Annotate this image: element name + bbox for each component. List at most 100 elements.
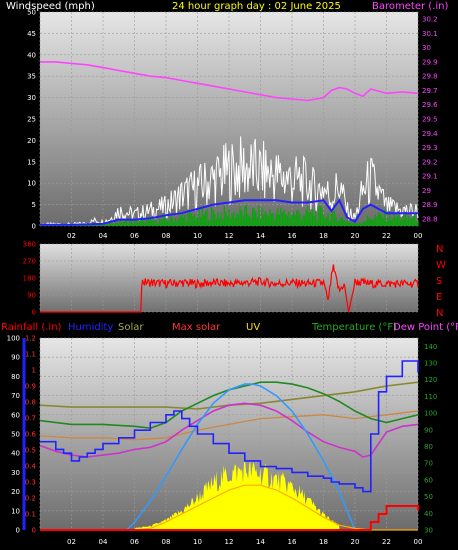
wind-direction-line bbox=[40, 264, 419, 313]
rain-y-tick: 0.9 bbox=[25, 383, 36, 391]
rain-y-tick: 0.5 bbox=[25, 447, 36, 455]
barometer-y-tick: 29.3 bbox=[422, 144, 438, 152]
max-solar-line bbox=[126, 383, 356, 531]
barometer-y-tick: 28.9 bbox=[422, 201, 438, 209]
wind-y-tick: 35 bbox=[27, 73, 36, 81]
barometer-y-tick: 29.2 bbox=[422, 158, 438, 166]
wind-x-tick: 12 bbox=[225, 232, 234, 240]
barometer-y-tick: 29.6 bbox=[422, 101, 438, 109]
wind-y-tick: 15 bbox=[27, 158, 36, 166]
wind-x-tick: 00 bbox=[414, 232, 423, 240]
rainfall-line bbox=[40, 505, 419, 531]
wind-x-tick: 16 bbox=[288, 232, 297, 240]
direction-label-n-top: N bbox=[436, 244, 443, 255]
legend-rainfall: Rainfall (.in) bbox=[1, 322, 62, 333]
climate-x-tick: 22 bbox=[382, 538, 391, 546]
temperature-y-tick: 130 bbox=[424, 360, 437, 368]
legend-max-solar: Max solar bbox=[172, 322, 221, 333]
barometer-y-tick: 29.7 bbox=[422, 87, 438, 95]
direction-y-tick: 90 bbox=[27, 292, 36, 300]
humidity-line bbox=[40, 360, 419, 493]
humidity-y-tick: 0 bbox=[16, 527, 20, 535]
rain-y-tick: 1 bbox=[32, 367, 36, 375]
climate-x-tick: 04 bbox=[99, 538, 108, 546]
barometer-y-tick: 29.8 bbox=[422, 73, 438, 81]
barometer-y-tick: 30.1 bbox=[422, 30, 438, 38]
direction-y-tick: 180 bbox=[23, 275, 36, 283]
direction-y-tick: 360 bbox=[23, 241, 36, 249]
legend-uv: UV bbox=[246, 322, 260, 333]
uv-line bbox=[40, 484, 418, 531]
legend-humidity: Humidity bbox=[68, 322, 113, 333]
rain-y-tick: 1.2 bbox=[25, 335, 36, 343]
humidity-y-tick: 80 bbox=[11, 373, 20, 381]
wind-y-tick: 5 bbox=[32, 201, 36, 209]
rain-y-tick: 1.1 bbox=[25, 351, 36, 359]
climate-x-tick: 16 bbox=[288, 538, 297, 546]
humidity-y-tick: 50 bbox=[11, 431, 20, 439]
rain-y-tick: 0.7 bbox=[25, 415, 36, 423]
humidity-y-tick: 100 bbox=[7, 335, 20, 343]
climate-x-tick: 08 bbox=[162, 538, 171, 546]
wind-x-tick: 08 bbox=[162, 232, 171, 240]
climate-x-tick: 06 bbox=[130, 538, 139, 546]
temperature-y-tick: 70 bbox=[424, 460, 433, 468]
rain-y-tick: 0 bbox=[32, 527, 36, 535]
temperature-y-tick: 80 bbox=[424, 443, 433, 451]
barometer-y-tick: 29.9 bbox=[422, 58, 438, 66]
barometer-y-tick: 29.5 bbox=[422, 116, 438, 124]
barometer-y-tick: 28.8 bbox=[422, 215, 438, 223]
temperature-y-tick: 40 bbox=[424, 510, 433, 518]
temperature-y-tick: 50 bbox=[424, 493, 433, 501]
wind-x-tick: 18 bbox=[319, 232, 328, 240]
legend-dewpoint: Dew Point (°F bbox=[393, 322, 458, 333]
temperature-y-tick: 140 bbox=[424, 343, 437, 351]
wind-y-tick: 10 bbox=[27, 180, 36, 188]
wind-y-tick: 0 bbox=[32, 223, 36, 231]
wind-x-tick: 06 bbox=[130, 232, 139, 240]
direction-label-n-bottom: N bbox=[436, 308, 443, 319]
rain-y-tick: 0.6 bbox=[25, 431, 37, 439]
humidity-y-tick: 40 bbox=[11, 450, 20, 458]
wind-x-tick: 22 bbox=[382, 232, 391, 240]
legend-temperature: Temperature (°F) bbox=[311, 322, 397, 333]
climate-x-tick: 14 bbox=[256, 538, 265, 546]
graph-title: 24 hour graph day : 02 June 2025 bbox=[172, 1, 341, 12]
legend-solar: Solar bbox=[118, 322, 144, 333]
humidity-y-tick: 10 bbox=[11, 507, 20, 515]
wind-x-tick: 10 bbox=[193, 232, 202, 240]
temperature-y-tick: 90 bbox=[424, 426, 433, 434]
temperature-y-tick: 120 bbox=[424, 376, 437, 384]
barometer-y-tick: 30 bbox=[422, 44, 431, 52]
direction-label-e: E bbox=[436, 292, 442, 303]
humidity-y-tick: 90 bbox=[11, 354, 20, 362]
direction-y-tick: 270 bbox=[23, 258, 36, 266]
barometer-y-tick: 29.1 bbox=[422, 173, 438, 181]
humidity-y-tick: 20 bbox=[11, 488, 20, 496]
climate-x-tick: 12 bbox=[225, 538, 234, 546]
wind-x-tick: 04 bbox=[99, 232, 108, 240]
wind-x-tick: 14 bbox=[256, 232, 265, 240]
direction-label-s: S bbox=[436, 276, 442, 287]
temperature-y-tick: 30 bbox=[424, 527, 433, 535]
climate-x-tick: 02 bbox=[67, 538, 76, 546]
humidity-y-tick: 60 bbox=[11, 411, 20, 419]
barometer-y-tick: 29.4 bbox=[422, 130, 438, 138]
rain-y-tick: 0.4 bbox=[25, 463, 37, 471]
wind-x-tick: 02 bbox=[67, 232, 76, 240]
wind-axis-title: Windspeed (mph) bbox=[6, 1, 95, 12]
barometer-line bbox=[40, 61, 419, 102]
feels-like-line bbox=[39, 410, 419, 441]
rain-y-tick: 0.1 bbox=[25, 511, 36, 519]
temperature-y-tick: 110 bbox=[424, 393, 437, 401]
humidity-y-tick: 70 bbox=[11, 392, 20, 400]
wind-y-tick: 45 bbox=[27, 30, 36, 38]
barometer-y-tick: 30.2 bbox=[422, 16, 438, 24]
climate-x-tick: 10 bbox=[193, 538, 202, 546]
rain-y-tick: 0.3 bbox=[25, 479, 36, 487]
climate-x-tick: 00 bbox=[414, 538, 423, 546]
wind-y-tick: 50 bbox=[27, 9, 36, 17]
humidity-y-tick: 30 bbox=[11, 469, 20, 477]
climate-x-tick: 20 bbox=[351, 538, 360, 546]
